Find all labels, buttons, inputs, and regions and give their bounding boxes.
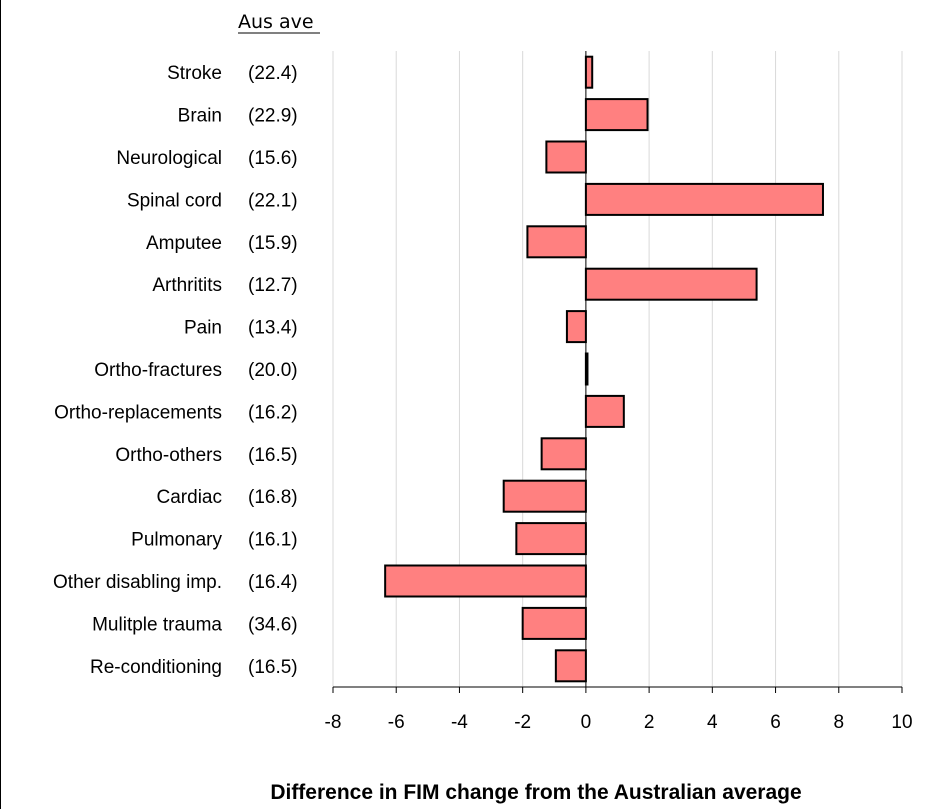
x-tick-label: 4 xyxy=(707,712,718,733)
bar xyxy=(584,394,625,428)
x-tick-label: -4 xyxy=(451,712,468,733)
x-tick-label: 2 xyxy=(644,712,655,733)
category-labels: Stroke (22.4) Brain (22.9) Neurological (15.6… xyxy=(53,63,298,678)
category-label: Pain xyxy=(184,318,222,339)
aus-ave-value: (16.4) xyxy=(248,572,298,593)
category-label: Stroke xyxy=(167,63,222,84)
aus-ave-value: (15.9) xyxy=(248,233,298,254)
aus-ave-value: (12.7) xyxy=(248,275,298,296)
category-label: Cardiac xyxy=(157,487,222,508)
aus-ave-value: (22.4) xyxy=(248,63,298,84)
x-tick-label: 0 xyxy=(581,712,592,733)
x-tick-label: -2 xyxy=(514,712,531,733)
aus-ave-value: (22.1) xyxy=(248,190,298,211)
bar xyxy=(521,606,587,640)
bar xyxy=(584,182,824,216)
aus-ave-value: (20.0) xyxy=(248,360,298,381)
category-label: Neurological xyxy=(116,148,222,169)
x-tick-label: 6 xyxy=(770,712,781,733)
aus-ave-value: (22.9) xyxy=(248,106,298,127)
bar xyxy=(584,98,649,132)
bar xyxy=(384,564,587,598)
category-label: Brain xyxy=(178,106,222,127)
x-tick-label: -8 xyxy=(325,712,342,733)
bar xyxy=(584,267,758,301)
bars xyxy=(384,55,824,683)
bar xyxy=(554,649,587,683)
bar xyxy=(502,479,587,513)
category-label: Ortho-others xyxy=(115,445,222,466)
x-tick-label: -6 xyxy=(388,712,405,733)
x-tick-label: 10 xyxy=(891,712,912,733)
aus-ave-header: Aus ave xyxy=(238,11,314,33)
category-label: Mulitple trauma xyxy=(92,614,222,635)
aus-ave-value: (16.8) xyxy=(248,487,298,508)
axes: -8 -6 -4 -2 0 2 4 6 8 10 xyxy=(325,51,913,733)
category-label: Re-conditioning xyxy=(90,657,222,678)
aus-ave-value: (15.6) xyxy=(248,148,298,169)
category-label: Other disabling imp. xyxy=(53,572,222,593)
category-label: Pulmonary xyxy=(131,530,222,551)
bar xyxy=(515,522,587,556)
x-tick-label: 8 xyxy=(833,712,844,733)
bar xyxy=(565,310,587,344)
frame-left-border xyxy=(0,0,1,809)
aus-ave-value: (16.2) xyxy=(248,402,298,423)
bar xyxy=(545,140,587,174)
bar xyxy=(526,225,587,259)
bar xyxy=(540,437,587,471)
aus-ave-value: (16.1) xyxy=(248,530,298,551)
category-label: Spinal cord xyxy=(127,190,222,211)
category-label: Arthritits xyxy=(152,275,222,296)
aus-ave-value: (34.6) xyxy=(248,614,298,635)
aus-ave-value: (16.5) xyxy=(248,445,298,466)
aus-ave-value: (16.5) xyxy=(248,657,298,678)
x-axis-title: Difference in FIM change from the Austra… xyxy=(270,781,801,804)
aus-ave-value: (13.4) xyxy=(248,318,298,339)
category-label: Ortho-fractures xyxy=(94,360,222,381)
category-label: Amputee xyxy=(146,233,222,254)
bar xyxy=(584,55,594,89)
category-label: Ortho-replacements xyxy=(54,402,222,423)
